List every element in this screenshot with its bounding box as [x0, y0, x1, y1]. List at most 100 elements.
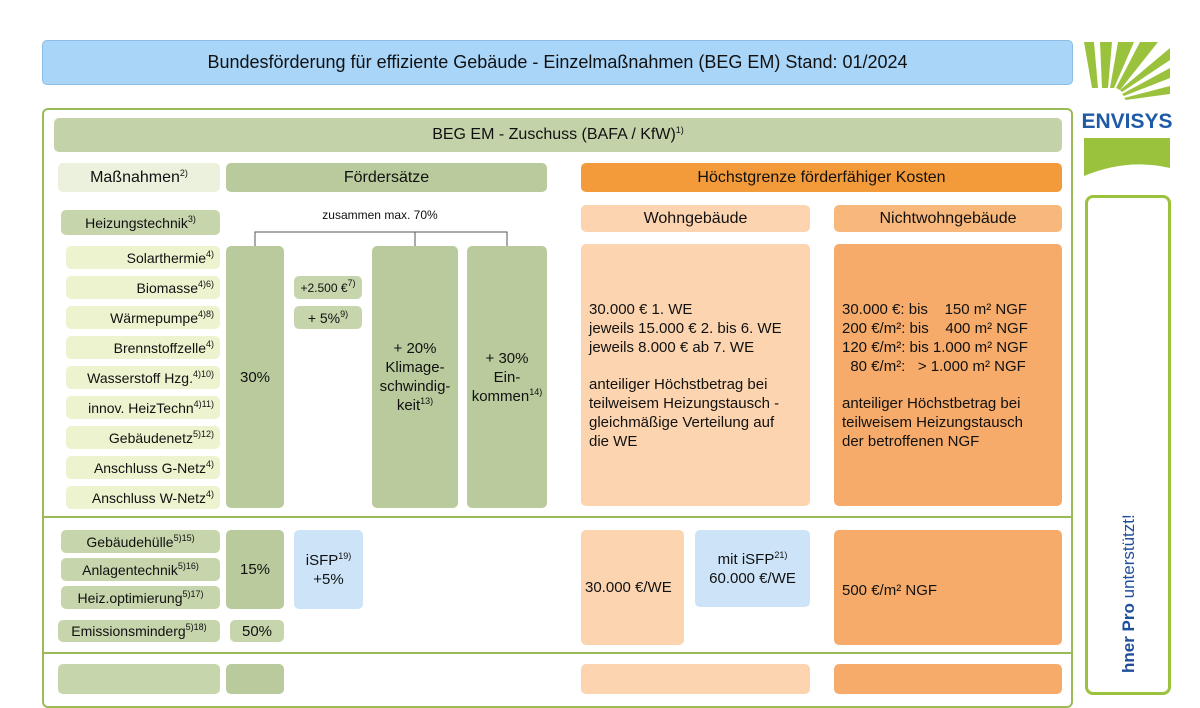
measure-item: Heiz.optimierung5)17) [61, 586, 220, 609]
measure-item: Anschluss G-Netz4) [66, 456, 220, 479]
cap-label: zusammen max. 70% [322, 208, 438, 222]
footnote: 5)12) [192, 428, 214, 439]
cap-bracket [254, 231, 508, 246]
footnote: 4)8) [197, 308, 214, 319]
text: +2.500 € [300, 280, 348, 295]
envelope-residential-text: 30.000 €/WE [585, 579, 672, 596]
text: Wasserstoff Hzg. [87, 369, 193, 386]
logo: ENVISYS [1081, 42, 1173, 176]
label: + 5%9) [308, 308, 349, 326]
text-line: gleichmäßige Verteilung auf [589, 413, 775, 431]
label: Maßnahmen2) [90, 167, 188, 187]
measure-item: Solarthermie4) [66, 246, 220, 269]
text: Heiz.optimierung [77, 589, 183, 606]
footnote: 4)11) [193, 398, 214, 409]
label: Anschluss G-Netz4) [93, 459, 214, 476]
cut-box [581, 664, 810, 694]
footnote: 5)15) [173, 532, 195, 543]
bonus-b: + 5%9) [294, 306, 362, 329]
non-residential-label: Nichtwohngebäude [879, 209, 1017, 227]
footnote: 4) [205, 248, 214, 259]
footnote: 5)16) [177, 560, 199, 571]
envelope-rate-text: 15% [239, 561, 271, 578]
text-line: 60.000 €/WE [709, 569, 796, 587]
side-text: hner Pro unterstützt! [1119, 514, 1138, 673]
footnote: 1) [675, 125, 684, 135]
label: BEG EM - Zuschuss (BAFA / KfW)1) [432, 126, 684, 144]
text-line: iSFP19) [306, 551, 352, 570]
emission-label: Emissionsminderg5)18) [58, 620, 220, 642]
footnote: 14) [529, 386, 543, 397]
text: iSFP [305, 551, 339, 569]
text: Anlagentechnik [82, 561, 178, 578]
text-line: 120 €/m²: bis 1.000 m² NGF [842, 338, 1028, 356]
label: Heiz.optimierung5)17) [77, 589, 203, 606]
text-line: Ein- [493, 368, 521, 386]
separator [42, 516, 1073, 518]
title-bar: Bundesförderung für effiziente Gebäude -… [42, 40, 1073, 85]
text: Biomasse [136, 279, 198, 296]
measure-item: Wasserstoff Hzg.4)10) [66, 366, 220, 389]
envelope-non-residential: 500 €/m² NGF [834, 530, 1062, 645]
cut-box [58, 664, 220, 694]
measures-header: Maßnahmen2) [58, 163, 220, 192]
measure-item: Gebäudenetz5)12) [66, 426, 220, 449]
text: kommen [471, 387, 530, 405]
text-line: mit iSFP21) [718, 550, 788, 569]
text-line: Klimage- [385, 359, 445, 376]
label: Wasserstoff Hzg.4)10) [87, 368, 214, 386]
footnote: 19) [338, 550, 352, 561]
measure-item: Anschluss W-Netz4) [66, 486, 220, 509]
envelope-residential: 30.000 €/WE [581, 530, 684, 645]
measure-item: Gebäudehülle5)15) [61, 530, 220, 553]
residential-label: Wohngebäude [643, 209, 748, 227]
logo-rays [1084, 42, 1170, 100]
footnote: 4) [205, 488, 214, 499]
label: Wärmepumpe4)8) [110, 308, 214, 326]
text: Maßnahmen [90, 168, 180, 186]
label: innov. HeizTechn4)11) [88, 398, 214, 416]
footnote: 13) [420, 396, 434, 406]
label: +2.500 €7) [300, 278, 355, 295]
label: Gebäudenetz5)12) [109, 428, 214, 446]
text: Anschluss G-Netz [93, 459, 206, 476]
text-line: die WE [589, 432, 638, 450]
isfp-bonus: iSFP19) +5% [294, 530, 363, 609]
text: innov. HeizTechn [88, 399, 194, 416]
envelope-non-residential-text: 500 €/m² NGF [842, 582, 938, 599]
label: Biomasse4)6) [136, 278, 214, 296]
label: Anlagentechnik5)16) [82, 560, 199, 578]
label: Heizungstechnik3) [85, 213, 196, 231]
footnote: 3) [187, 213, 196, 224]
measure-item: Anlagentechnik5)16) [61, 558, 220, 581]
footnote: 2) [179, 167, 188, 178]
heating-rate: 30% [226, 246, 284, 508]
brand: ENVISYS [1081, 110, 1172, 133]
text: Emissionsminderg [71, 623, 186, 639]
text: Brennstoffzelle [113, 339, 206, 356]
logo-base [1084, 138, 1170, 176]
text-line: anteiliger Höchstbetrag bei [589, 375, 768, 393]
non-residential-box: 30.000 €: bis 150 m² NGF 200 €/m²: bis 40… [834, 244, 1062, 506]
footnote: 4)6) [197, 278, 214, 289]
text-line: 80 €/m²: > 1.000 m² NGF [842, 357, 1026, 375]
text-line: jeweils 15.000 € 2. bis 6. WE [589, 319, 782, 337]
rates-header: Fördersätze [226, 163, 547, 192]
text-line: der betroffenen NGF [842, 432, 980, 450]
text-line: +5% [313, 570, 344, 588]
footnote: 9) [340, 308, 349, 319]
income-bonus: + 30% Ein-kommen14) [467, 246, 547, 508]
footnote: 4)10) [192, 368, 214, 379]
label: Brennstoffzelle4) [113, 339, 214, 356]
cut-box [226, 664, 284, 694]
measure-item: Brennstoffzelle4) [66, 336, 220, 359]
text-line: 200 €/m²: bis 400 m² NGF [842, 319, 1028, 337]
text-line: kommen14) [472, 387, 543, 406]
measure-item: innov. HeizTechn4)11) [66, 396, 220, 419]
separator [42, 652, 1073, 654]
label: Emissionsminderg5)18) [71, 623, 206, 640]
title: Bundesförderung für effiziente Gebäude -… [207, 52, 908, 72]
label: Anschluss W-Netz4) [92, 488, 214, 506]
text-line: teilweisem Heizungstausch [842, 413, 1023, 431]
costs-label: Höchstgrenze förderfähiger Kosten [697, 168, 946, 186]
